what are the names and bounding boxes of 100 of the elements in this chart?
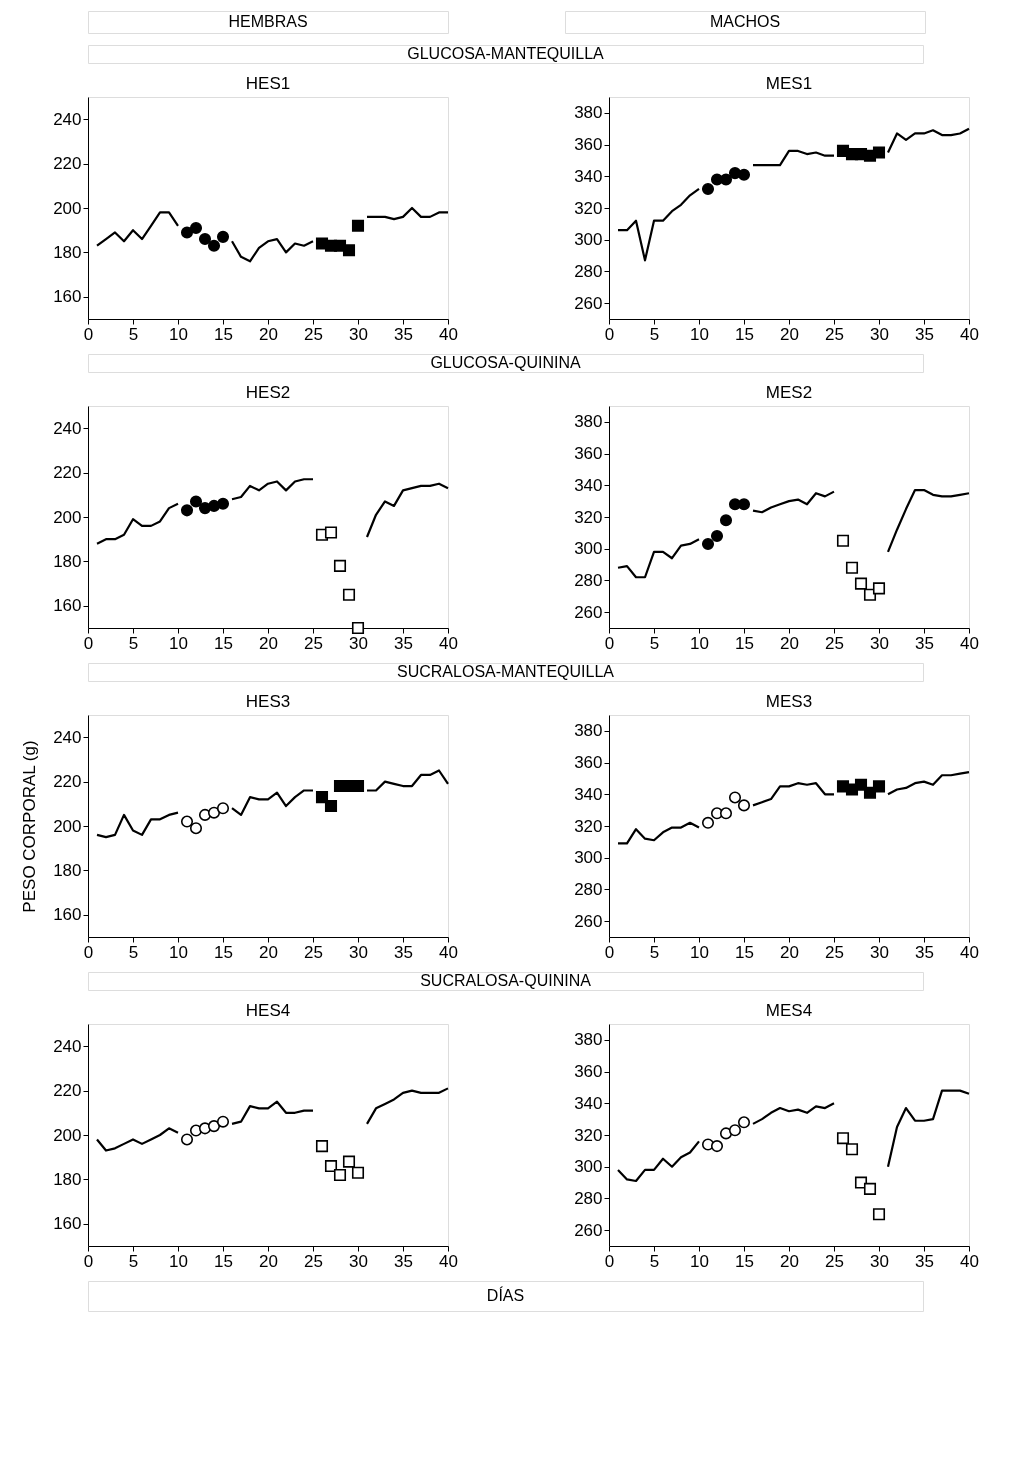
y-tick-label: 200 <box>53 198 82 218</box>
x-tick-label: 0 <box>83 633 94 653</box>
x-tick-label: 15 <box>735 1251 754 1271</box>
x-tick-label: 5 <box>649 324 660 344</box>
x-tick-label: 35 <box>394 633 413 653</box>
y-tick-label: 220 <box>53 463 82 483</box>
point <box>710 1140 724 1153</box>
x-tick-label: 15 <box>214 942 233 962</box>
y-tick-label: 340 <box>574 475 603 495</box>
x-tick-label: 40 <box>439 324 458 344</box>
y-tick-label: 360 <box>574 753 603 773</box>
x-tick-label: 10 <box>690 324 709 344</box>
point <box>189 495 203 508</box>
point <box>351 621 365 635</box>
point <box>342 244 356 257</box>
y-tick-label: 380 <box>574 721 603 741</box>
y-tick-label: 200 <box>53 816 82 836</box>
x-tick-label: 5 <box>649 633 660 653</box>
point <box>207 1120 221 1133</box>
x-tick-label: 20 <box>780 633 799 653</box>
point <box>872 146 886 159</box>
point <box>351 219 365 232</box>
x-tick-label: 25 <box>825 942 844 962</box>
text: GLUCOSA-QUININA <box>430 354 581 371</box>
point <box>737 498 751 511</box>
x-tick-label: 30 <box>870 324 889 344</box>
x-tick-label: 0 <box>83 324 94 344</box>
point <box>216 497 230 510</box>
x-tick-label: 35 <box>394 324 413 344</box>
point <box>701 816 715 829</box>
x-tick-label: 30 <box>870 1251 889 1271</box>
x-tick-label: 30 <box>870 633 889 653</box>
point <box>342 1155 356 1168</box>
x-tick-label: 40 <box>960 324 979 344</box>
x-tick-label: 15 <box>735 633 754 653</box>
x-tick-label: 20 <box>259 324 278 344</box>
x-axis-title: DÍAS <box>486 1286 525 1304</box>
text: SUCRALOSA-MANTEQUILLA <box>397 663 615 680</box>
y-tick-label: 260 <box>574 293 603 313</box>
point <box>701 537 715 550</box>
x-tick-label: 35 <box>915 324 934 344</box>
y-tick-label: 280 <box>574 261 603 281</box>
x-tick-label: 40 <box>960 1251 979 1271</box>
point <box>863 1182 877 1195</box>
x-tick-label: 15 <box>735 942 754 962</box>
point <box>324 1160 338 1173</box>
text: SUCRALOSA-QUININA <box>420 972 592 989</box>
point <box>845 1143 859 1156</box>
x-tick-label: 10 <box>169 324 188 344</box>
y-tick-label: 160 <box>53 1214 82 1234</box>
y-tick-label: 180 <box>53 551 82 571</box>
y-tick-label: 200 <box>53 507 82 527</box>
y-tick-label: 300 <box>574 230 603 250</box>
y-tick-label: 180 <box>53 242 82 262</box>
y-tick-label: 280 <box>574 570 603 590</box>
y-tick-label: 280 <box>574 879 603 899</box>
y-tick-label: 260 <box>574 1220 603 1240</box>
x-tick-label: 0 <box>604 942 615 962</box>
point <box>333 559 347 572</box>
y-tick-label: 160 <box>53 905 82 925</box>
x-tick-label: 10 <box>690 942 709 962</box>
x-tick-label: 25 <box>304 942 323 962</box>
point <box>728 1124 742 1137</box>
chart-title: HES3 <box>245 692 291 711</box>
point <box>216 1115 230 1128</box>
point <box>737 799 751 812</box>
x-tick-label: 0 <box>604 633 615 653</box>
x-tick-label: 15 <box>214 324 233 344</box>
y-tick-label: 240 <box>53 727 82 747</box>
chart-title: MES2 <box>765 383 813 402</box>
point <box>845 561 859 574</box>
x-tick-label: 25 <box>304 633 323 653</box>
chart-title: HES4 <box>245 1001 291 1020</box>
x-tick-label: 40 <box>960 633 979 653</box>
y-tick-label: 200 <box>53 1125 82 1145</box>
x-tick-label: 40 <box>439 942 458 962</box>
point <box>701 182 715 196</box>
text: GLUCOSA-MANTEQUILLA <box>407 45 605 62</box>
point <box>324 526 338 539</box>
point <box>872 1208 886 1221</box>
point <box>180 815 194 828</box>
x-tick-label: 35 <box>394 1251 413 1271</box>
x-tick-label: 0 <box>604 1251 615 1271</box>
y-tick-label: 180 <box>53 1169 82 1189</box>
y-tick-label: 320 <box>574 198 603 218</box>
point <box>315 791 329 804</box>
x-tick-label: 30 <box>349 633 368 653</box>
point <box>189 822 203 835</box>
point <box>863 786 877 799</box>
x-tick-label: 35 <box>915 1251 934 1271</box>
point <box>719 514 733 527</box>
point <box>872 780 886 793</box>
y-tick-label: 360 <box>574 135 603 155</box>
y-tick-label: 180 <box>53 860 82 880</box>
point <box>719 173 733 186</box>
point <box>728 791 742 804</box>
point <box>333 1168 347 1181</box>
y-tick-label: 160 <box>53 596 82 616</box>
chart-title: MES3 <box>765 692 813 711</box>
y-tick-label: 360 <box>574 444 603 464</box>
